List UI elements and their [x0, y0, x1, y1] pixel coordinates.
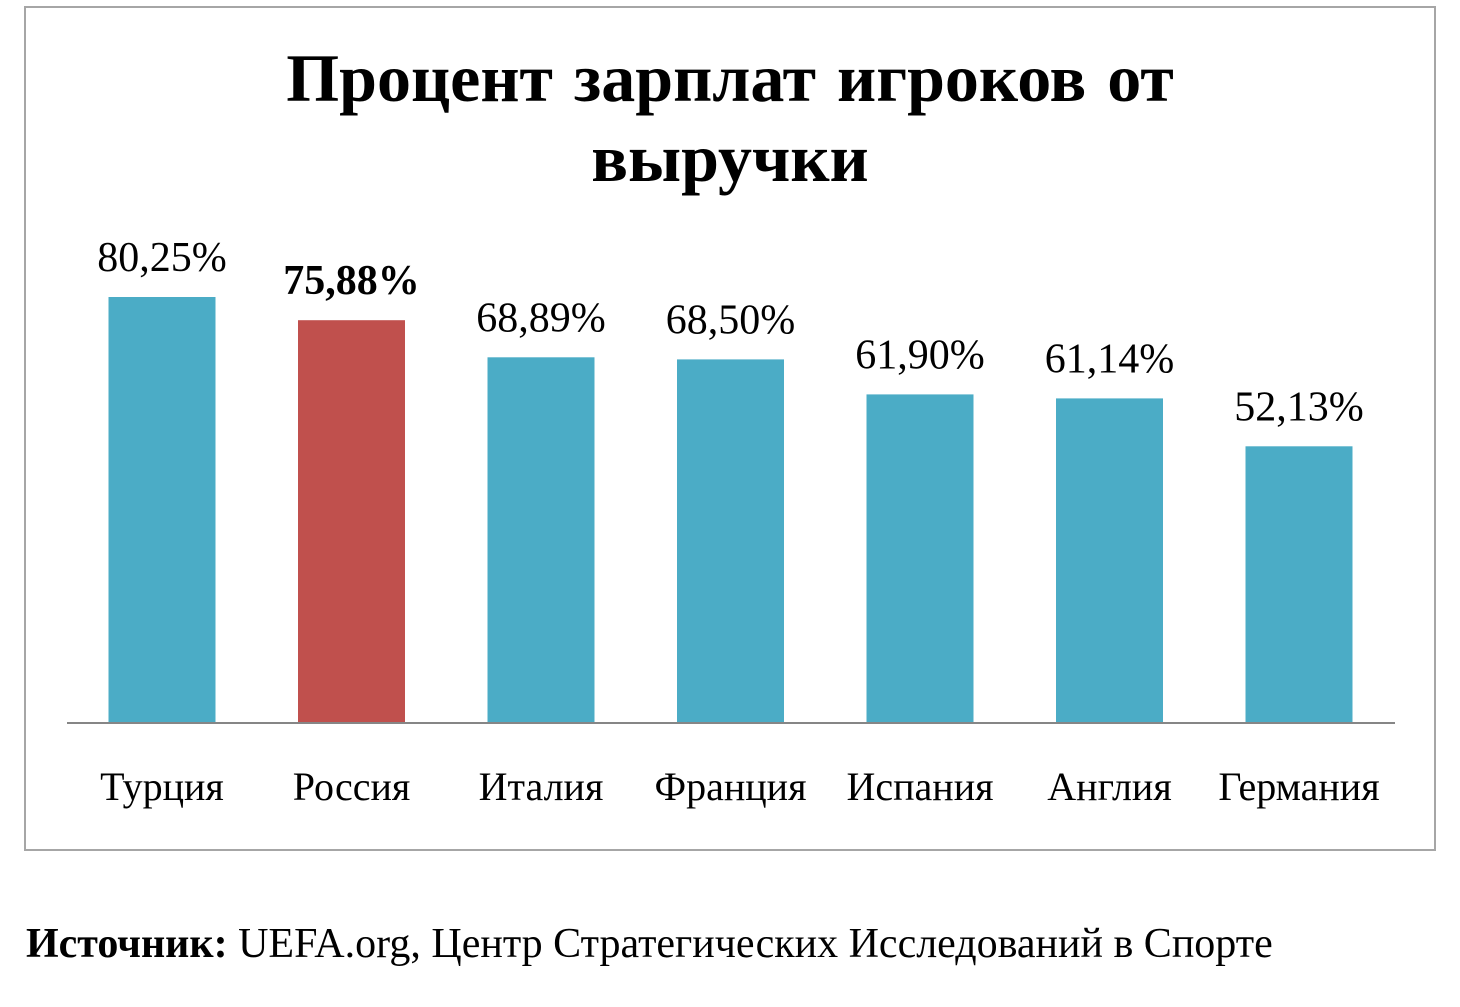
category-labels-group: Турция Россия Италия Франция Испания Англия Ге… [100, 764, 1379, 809]
bar-3 [487, 357, 595, 723]
data-label-2: 75,88% [283, 258, 420, 304]
data-label-4: 68,50% [666, 297, 796, 343]
bar-4 [677, 359, 784, 723]
bars-group [108, 297, 1353, 723]
category-label-4: Франция [655, 764, 807, 809]
bar-7 [1245, 446, 1353, 723]
source-text: UEFA.org, Центр Стратегических Исследова… [238, 921, 1273, 967]
data-label-5: 61,90% [855, 332, 985, 378]
data-labels-group: 80,25% 75,88% 68,89% 68,50% 61,90% 61,14% 52,1… [97, 235, 1364, 430]
category-label-6: Англия [1047, 764, 1171, 809]
source-label: Источник: [26, 921, 228, 967]
bar-6 [1056, 398, 1163, 723]
data-label-3: 68,89% [476, 295, 606, 341]
category-label-1: Турция [100, 764, 224, 809]
source-note: Источник: UEFA.org, Центр Стратегических… [26, 918, 1273, 970]
category-label-5: Испания [846, 764, 993, 809]
bar-1 [108, 297, 216, 723]
data-label-1: 80,25% [97, 235, 227, 281]
bar-2 [298, 320, 405, 723]
category-label-3: Италия [479, 764, 604, 809]
data-label-7: 52,13% [1234, 384, 1364, 430]
category-label-2: Россия [293, 764, 411, 809]
category-label-7: Германия [1218, 764, 1379, 809]
data-label-6: 61,14% [1045, 336, 1175, 382]
chart-title: Процент зарплат игроков от выручки [286, 40, 1174, 196]
bar-5 [866, 394, 974, 723]
